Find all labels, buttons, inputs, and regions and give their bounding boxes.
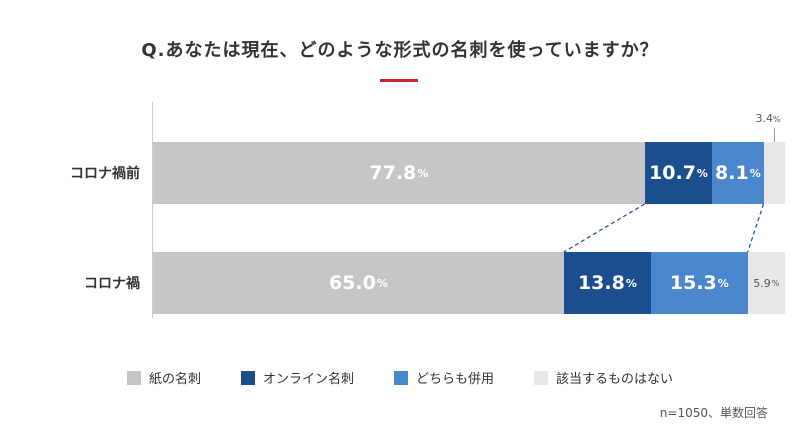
legend-label: 該当するものはない [556,372,674,387]
bar-segment: 8.1% [712,142,764,204]
legend-swatch [534,370,549,385]
legend-item: 紙の名刺 [126,368,201,387]
data-label-value: 3.4 [755,112,774,125]
bar-segment [763,142,785,204]
legend-item: オンライン名刺 [240,368,354,387]
data-label-value: 5.9 [753,276,771,290]
chart-legend: 紙の名刺 オンライン名刺 どちらも併用 該当するものはない [0,368,800,387]
data-label-unit: % [625,276,637,290]
data-label-unit: % [417,166,429,180]
data-label-unit: % [376,276,388,290]
data-label-unit: % [749,166,761,180]
bar-segment: 5.9% [747,252,785,314]
bar-segment: 15.3% [651,252,748,314]
bar-segment: 77.8% [153,142,645,204]
data-label-value: 13.8 [577,272,625,294]
bar-segment: 65.0% [153,252,564,314]
legend-label: どちらも併用 [416,372,495,387]
legend-swatch [394,370,408,385]
data-label-unit: % [717,276,729,290]
legend-label: 紙の名刺 [148,372,201,387]
connector-dashed-line [563,203,646,253]
chart-question-title: Q.あなたは現在、どのような形式の名刺を使っていますか？ [141,40,659,61]
legend-label: オンライン名刺 [262,372,354,387]
connector-dashed-line [747,203,765,253]
row-label: コロナ禍 [84,276,140,292]
title-underline [380,79,418,82]
data-label-value: 15.3 [669,272,717,294]
category-axis-line [152,102,153,318]
legend-swatch [126,370,141,385]
label-leader-line [774,128,776,142]
data-label-unit: % [773,115,781,124]
bar-segment: 13.8% [563,252,651,314]
data-label: 3.4% [756,112,781,125]
data-label-value: 10.7 [649,162,696,184]
legend-swatch [240,370,255,385]
data-label-unit: % [771,278,780,288]
bar-segment: 10.7% [644,142,713,204]
data-label-value: 8.1 [715,162,749,184]
data-label-value: 77.8 [369,162,417,184]
data-label-unit: % [696,166,708,180]
data-label-value: 65.0 [328,272,376,294]
legend-item: 該当するものはない [534,368,673,387]
legend-item: どちらも併用 [394,368,494,387]
sample-note: n=1050、単数回答 [659,406,768,420]
row-label: コロナ禍前 [70,166,140,182]
